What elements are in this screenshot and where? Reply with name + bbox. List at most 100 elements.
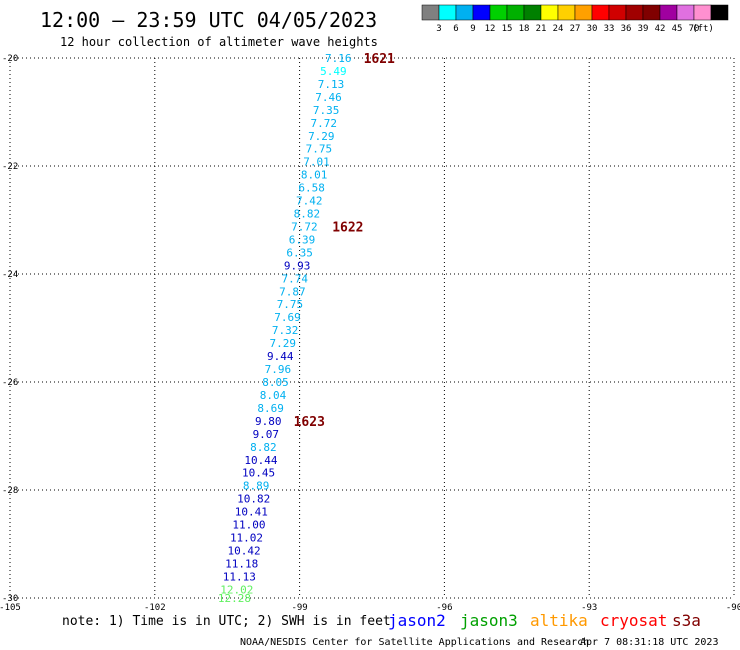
colorbar-label: 3	[436, 24, 441, 34]
swh-value-label: 7.29	[308, 130, 335, 143]
y-tick-label: -26	[2, 378, 18, 388]
colorbar-label: 24	[553, 24, 564, 34]
y-axis-ticks: -20 -22 -24 -26 -28 -30	[2, 54, 18, 604]
swh-value-label: 7.75	[306, 143, 333, 156]
swh-value-label: 7.29	[269, 337, 296, 350]
color-scale-legend: 3 6 9 12 15 18 21 24 27 30 33 36 39 42 45 70(ft)	[421, 4, 729, 34]
colorbar-swatch	[540, 4, 559, 21]
x-tick-label: -102	[144, 603, 166, 613]
swh-value-label: 7.75	[277, 298, 304, 311]
x-tick-label: -96	[436, 603, 452, 613]
colorbar-swatch	[608, 4, 627, 21]
colorbar-label: 12	[485, 24, 496, 34]
swh-value-label: 6.39	[289, 233, 316, 246]
colorbar-swatch	[591, 4, 610, 21]
y-tick-label: -22	[2, 162, 18, 172]
colorbar-label: 42	[655, 24, 666, 34]
chart-title: 12:00 — 23:59 UTC 04/05/2023	[40, 8, 377, 32]
swh-value-label: 8.05	[262, 376, 289, 389]
x-axis-ticks: -105 -102 -99 -96 -93 -90	[0, 603, 740, 613]
swh-value-label: 7.32	[272, 324, 299, 337]
colorbar-swatch	[489, 4, 508, 21]
colorbar-swatch	[472, 4, 491, 21]
colorbar-swatch	[421, 4, 440, 21]
colorbar-label: 21	[536, 24, 547, 34]
colorbar-label: 9	[470, 24, 475, 34]
pass-id-label: 1623	[294, 415, 325, 430]
mission-label-jason3: jason3	[460, 611, 518, 630]
swh-value-label: 7.96	[265, 363, 292, 376]
colorbar-swatch	[625, 4, 644, 21]
colorbar-swatch	[642, 4, 661, 21]
swh-value-label: 7.87	[279, 285, 306, 298]
chart-subtitle: 12 hour collection of altimeter wave hei…	[60, 35, 378, 49]
mission-legend: jason2 jason3 altika cryosat s3a	[388, 611, 701, 630]
colorbar-label: 36	[621, 24, 632, 34]
y-tick-label: -24	[2, 270, 18, 280]
swh-value-label: 9.07	[253, 428, 280, 441]
x-tick-label: -90	[726, 603, 740, 613]
plot-grid	[9, 57, 735, 599]
colorbar-swatch	[455, 4, 474, 21]
colorbar-label: (ft)	[692, 24, 714, 34]
colorbar-swatch	[438, 4, 457, 21]
swh-value-label: 7.46	[315, 91, 342, 104]
colorbar-swatch	[676, 4, 695, 21]
swh-value-label: 6.35	[286, 246, 313, 259]
swh-value-label: 6.58	[298, 182, 325, 195]
swh-value-label: 7.72	[310, 117, 337, 130]
swh-value-label: 10.45	[242, 467, 275, 480]
mission-label-jason2: jason2	[388, 611, 446, 630]
pass-id-label: 1621	[364, 52, 395, 67]
colorbar-label: 30	[587, 24, 598, 34]
colorbar-label: 6	[453, 24, 458, 34]
swh-value-label: 10.42	[228, 544, 261, 557]
swh-value-label: 12.02	[220, 583, 253, 596]
pass-annotations: 1621 1622 1623	[294, 52, 395, 430]
x-tick-label: -105	[0, 603, 21, 613]
swh-value-label: 9.80	[255, 415, 282, 428]
swh-value-label: 11.13	[223, 570, 256, 583]
swh-value-label: 8.82	[294, 208, 321, 221]
mission-label-cryosat: cryosat	[600, 611, 667, 630]
colorbar-label: 18	[519, 24, 530, 34]
swh-value-label: 7.42	[296, 195, 323, 208]
colorbar-swatch	[659, 4, 678, 21]
swh-value-label: 10.41	[235, 506, 268, 519]
colorbar-label: 70	[689, 24, 700, 34]
swh-value-label: 9.44	[267, 350, 294, 363]
pass-id-label: 1622	[332, 220, 363, 235]
swh-value-label: 8.01	[301, 169, 328, 182]
swh-value-label: 8.69	[257, 402, 284, 415]
x-tick-label: -93	[581, 603, 597, 613]
swh-value-label: 7.01	[303, 156, 330, 169]
swh-value-label: 7.69	[274, 311, 301, 324]
swh-values: 7.165.497.137.467.357.727.297.757.018.01…	[218, 52, 352, 605]
footer-note: note: 1) Time is in UTC; 2) SWH is in fe…	[62, 614, 391, 629]
footer-credit: NOAA/NESDIS Center for Satellite Applica…	[240, 637, 589, 648]
y-tick-label: -20	[2, 54, 18, 64]
colorbar-label: 33	[604, 24, 615, 34]
y-tick-label: -30	[2, 594, 18, 604]
swh-value-label: 5.49	[320, 65, 347, 78]
colorbar-swatch	[710, 4, 729, 21]
colorbar-swatch	[574, 4, 593, 21]
colorbar-swatch	[523, 4, 542, 21]
colorbar-label: 39	[638, 24, 649, 34]
colorbar-swatch	[693, 4, 712, 21]
footer-timestamp: Apr 7 08:31:18 UTC 2023	[580, 637, 718, 648]
swh-value-label: 7.35	[313, 104, 340, 117]
swh-value-label: 9.93	[284, 259, 311, 272]
colorbar-label: 27	[570, 24, 581, 34]
colorbar-swatch	[506, 4, 525, 21]
y-tick-label: -28	[2, 486, 18, 496]
colorbar-swatch	[557, 4, 576, 21]
swh-value-label: 7.72	[291, 220, 318, 233]
swh-value-label: 8.04	[260, 389, 287, 402]
swh-value-label: 10.82	[237, 493, 270, 506]
swh-value-label: 11.00	[232, 519, 265, 532]
swh-value-label: 10.44	[244, 454, 277, 467]
swh-value-label: 7.13	[318, 78, 345, 91]
mission-label-s3a: s3a	[672, 611, 701, 630]
